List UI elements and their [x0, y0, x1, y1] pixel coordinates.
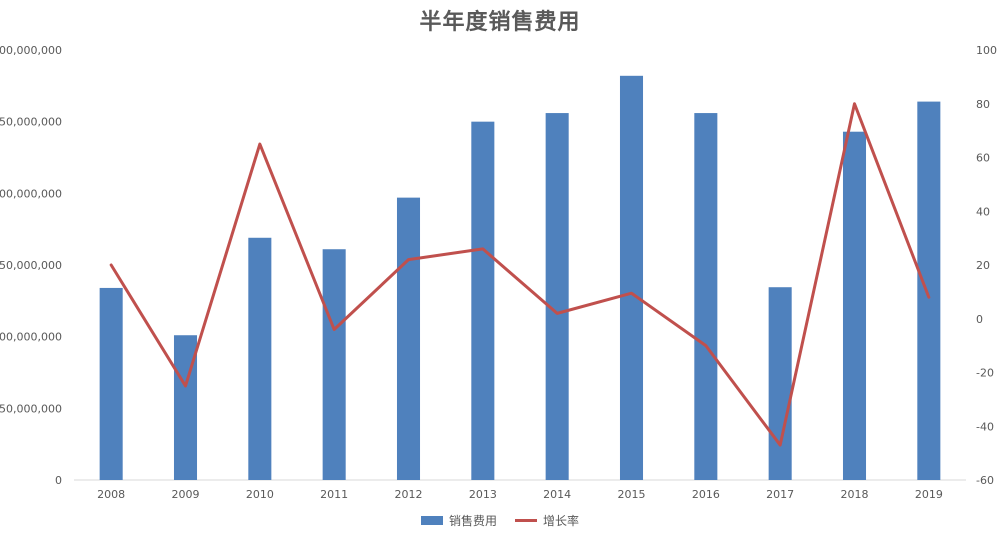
bar — [917, 101, 941, 480]
y-axis-right-tick-label: 80 — [976, 98, 990, 111]
chart-title: 半年度销售费用 — [419, 9, 581, 35]
y-axis-left-tick-label: 0 — [55, 474, 62, 487]
legend-item-growth-rate[interactable]: 增长率 — [515, 512, 579, 529]
axes-layer: 0 50,000,000 100,000,000 150,000,000 200,000… — [0, 44, 997, 501]
x-axis-tick-label: 2011 — [320, 488, 348, 501]
y-axis-left-tick-label: 250,000,000 — [0, 116, 62, 129]
x-axis-tick-label: 2012 — [395, 488, 423, 501]
series-line-growth-rate — [109, 102, 931, 447]
bar — [694, 113, 718, 481]
y-axis-left-tick-label: 200,000,000 — [0, 187, 62, 200]
y-axis-right-tick-label: -60 — [976, 474, 994, 487]
bar — [248, 237, 272, 480]
bar — [768, 287, 792, 480]
x-axis-tick-label: 2013 — [469, 488, 497, 501]
chart-legend: 销售费用 增长率 — [0, 512, 1000, 529]
bar — [842, 131, 867, 480]
x-axis-tick-label: 2017 — [766, 488, 794, 501]
x-axis-tick-label: 2014 — [543, 488, 571, 501]
line-layer — [109, 102, 931, 447]
y-axis-right-tick-label: -20 — [976, 367, 994, 380]
bar — [545, 113, 569, 481]
y-axis-right-tick-label: 100 — [976, 44, 997, 57]
bar — [322, 249, 346, 480]
x-axis-tick-label: 2009 — [172, 488, 200, 501]
bars-layer — [99, 75, 941, 481]
legend-label-sales-expense: 销售费用 — [448, 514, 497, 528]
y-axis-right-tick-label: 60 — [976, 152, 990, 165]
y-axis-left-tick-label: 100,000,000 — [0, 331, 62, 344]
legend-label-growth-rate: 增长率 — [543, 514, 580, 528]
y-axis-right-tick-label: 20 — [976, 259, 990, 272]
legend-swatch-line — [515, 519, 537, 522]
x-axis-tick-label: 2010 — [246, 488, 274, 501]
y-axis-right-tick-label: 0 — [976, 313, 983, 326]
x-axis-tick-label: 2019 — [915, 488, 943, 501]
bar — [471, 121, 495, 481]
legend-swatch-bar — [420, 516, 443, 525]
bar — [396, 197, 421, 480]
x-axis-tick-label: 2008 — [97, 488, 125, 501]
x-axis-tick-label: 2018 — [841, 488, 869, 501]
bar — [99, 287, 123, 480]
y-axis-left-tick-label: 300,000,000 — [0, 44, 62, 57]
x-axis-tick-label: 2015 — [618, 488, 646, 501]
bar — [619, 75, 644, 481]
y-axis-right-tick-label: -40 — [976, 420, 994, 433]
x-axis-tick-label: 2016 — [692, 488, 720, 501]
y-axis-left-tick-label: 150,000,000 — [0, 259, 62, 272]
legend-item-sales-expense[interactable]: 销售费用 — [420, 512, 497, 529]
y-axis-left-tick-label: 50,000,000 — [0, 402, 62, 415]
y-axis-right-tick-label: 40 — [976, 205, 990, 218]
